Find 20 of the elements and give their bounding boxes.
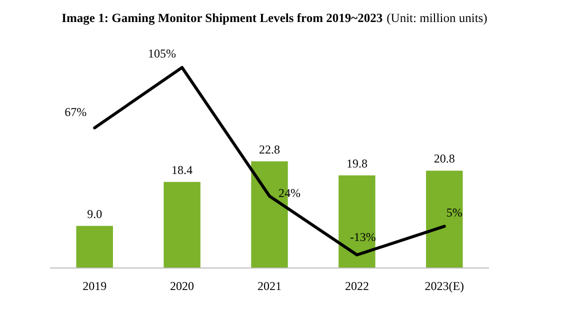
data-label: 105%	[148, 46, 176, 60]
data-label: -13%	[350, 230, 376, 244]
x-tick-label: 2023(E)	[424, 279, 464, 293]
data-label: 5%	[446, 205, 462, 220]
data-label: 18.4	[172, 162, 193, 177]
data-label: 22.8	[259, 142, 280, 156]
chart-title: Image 1: Gaming Monitor Shipment Levels from 2019~2023	[62, 11, 383, 25]
data-label: 9.0	[87, 206, 102, 221]
bar	[76, 226, 113, 268]
x-tick-label: 2020	[170, 279, 194, 293]
data-label: 20.8	[434, 152, 455, 166]
data-label: 19.8	[346, 156, 368, 170]
bar	[338, 175, 376, 268]
bar	[426, 170, 463, 268]
data-label: 67%	[64, 104, 87, 119]
x-tick-label: 2019	[82, 279, 107, 293]
x-tick-label: 2021	[258, 279, 282, 293]
x-tick-label: 2022	[344, 279, 369, 293]
bar	[164, 182, 200, 268]
chart-subtitle: (Unit: million units)	[386, 11, 488, 25]
